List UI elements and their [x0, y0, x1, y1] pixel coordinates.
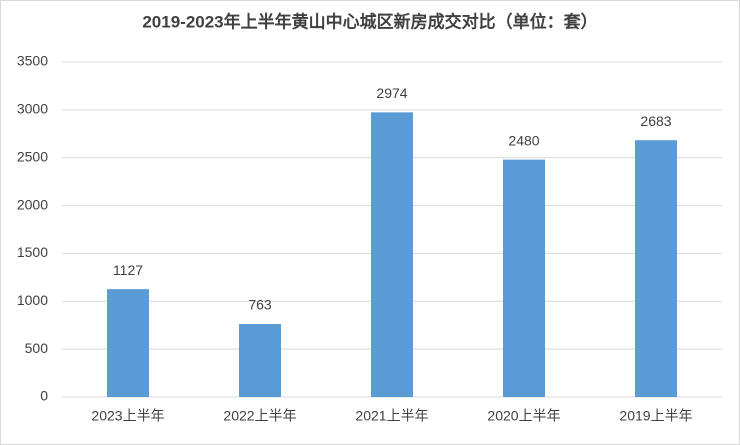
bar	[107, 289, 149, 397]
y-tick-label: 2500	[17, 148, 48, 164]
x-tick-label: 2019上半年	[619, 408, 692, 424]
x-tick-label: 2023上半年	[91, 408, 164, 424]
y-tick-label: 2000	[17, 196, 48, 212]
x-tick-label: 2021上半年	[355, 408, 428, 424]
x-tick-label: 2022上半年	[223, 408, 296, 424]
data-label: 2683	[640, 113, 671, 129]
y-tick-label: 3500	[17, 53, 48, 69]
data-label: 1127	[113, 262, 143, 278]
data-label: 763	[248, 297, 272, 313]
data-label: 2480	[508, 132, 539, 148]
bar	[371, 112, 413, 398]
y-tick-label: 3000	[17, 101, 48, 117]
bar	[635, 140, 677, 397]
data-label: 2974	[376, 85, 407, 101]
bar	[503, 159, 545, 397]
chart-title: 2019-2023年上半年黄山中心城区新房成交对比（单位：套）	[142, 11, 597, 31]
bar	[239, 323, 281, 397]
y-tick-label: 1500	[17, 244, 48, 260]
y-tick-label: 0	[40, 388, 48, 404]
x-tick-label: 2020上半年	[487, 408, 560, 424]
y-tick-label: 1000	[17, 292, 48, 308]
y-tick-label: 500	[25, 340, 49, 356]
